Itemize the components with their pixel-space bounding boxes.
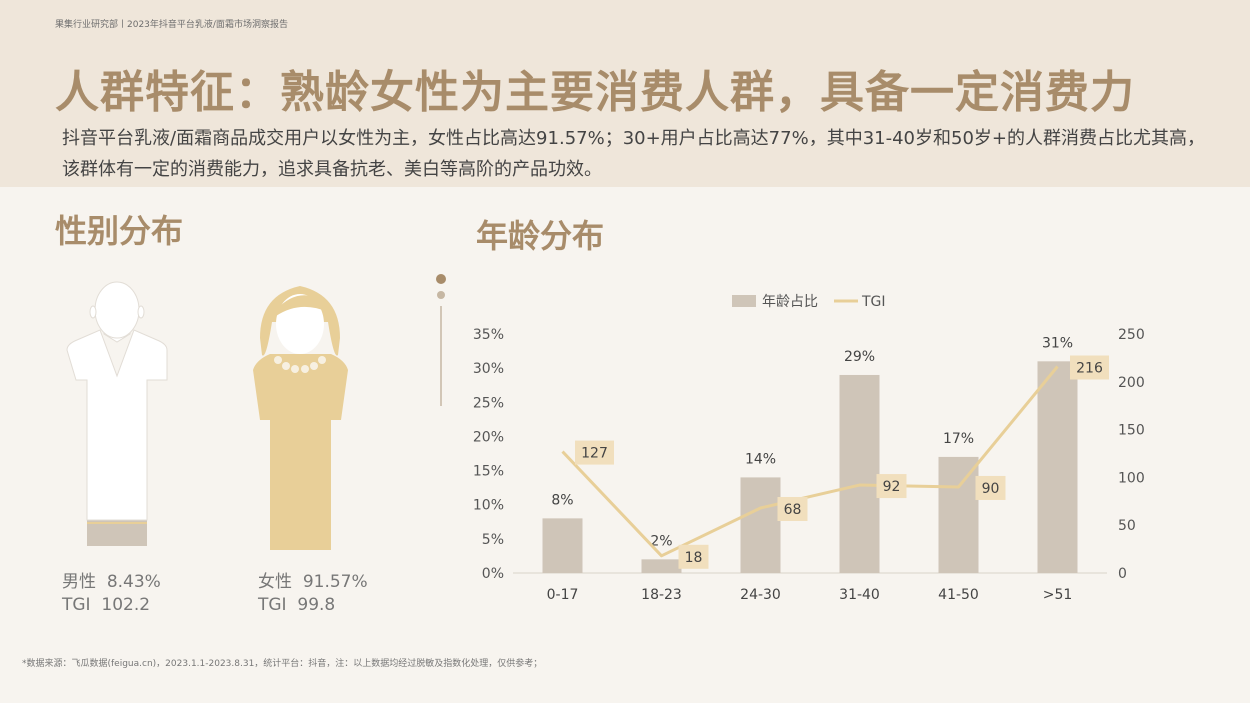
bar: [740, 477, 781, 573]
legend-line-label: TGI: [861, 294, 886, 310]
y-left-tick-label: 20%: [473, 429, 504, 445]
breadcrumb: 果集行业研究部丨2023年抖音平台乳液/面霜市场洞察报告: [55, 20, 288, 30]
female-label: 女性: [258, 572, 292, 592]
bar-value-label: 29%: [844, 349, 875, 365]
bar-value-label: 8%: [551, 492, 573, 508]
y-right-tick-label: 100: [1118, 470, 1145, 486]
bar: [839, 374, 880, 573]
y-left-tick-label: 5%: [482, 532, 504, 548]
tgi-label-box: [777, 496, 808, 521]
bar: [641, 559, 682, 573]
footnote: *数据来源：飞瓜数据(feigua.cn)，2023.1.1-2023.8.31…: [22, 659, 543, 669]
tgi-value-label: 90: [982, 481, 1000, 497]
male-figure-icon: [66, 281, 168, 546]
page-description: 抖音平台乳液/面霜商品成交用户以女性为主，女性占比高达91.57%；30+用户占…: [62, 128, 1205, 180]
y-left-tick-label: 30%: [473, 361, 504, 377]
y-right-tick-label: 250: [1118, 327, 1145, 343]
female-stat: 女性 91.57% TGI 99.8: [258, 571, 368, 617]
tgi-label-box: [1070, 355, 1109, 380]
tgi-label-box: [678, 544, 709, 569]
y-right-tick-label: 150: [1118, 423, 1145, 439]
tgi-label-box: [575, 440, 614, 465]
age-chart: 年龄占比 TGI 0% 5% 10% 15% 20% 25% 30% 35% 0 50 100 150 20…: [473, 294, 1145, 603]
tgi-value-label: 68: [784, 502, 802, 518]
legend-bar-label: 年龄占比: [762, 294, 818, 310]
y-left-tick-label: 25%: [473, 395, 504, 411]
bar-value-label: 14%: [745, 451, 776, 467]
female-figure-icon: [253, 286, 348, 550]
age-section-title: 年龄分布: [476, 217, 605, 255]
y-right-tick-label: 200: [1118, 375, 1145, 391]
x-tick-label: 0-17: [547, 587, 579, 603]
tgi-line: [561, 365, 1059, 558]
y-left-tick-label: 10%: [473, 498, 504, 514]
female-pct: 91.57%: [302, 572, 368, 592]
bar: [542, 518, 583, 573]
female-tgi: 99.8: [297, 595, 336, 615]
tgi-value-label: 18: [685, 550, 703, 566]
male-pct: 8.43%: [106, 572, 161, 592]
divider-decoration: [436, 274, 446, 406]
y-left-tick-label: 15%: [473, 464, 504, 480]
y-left-tick-label: 35%: [473, 327, 504, 343]
header-band: [0, 0, 1250, 187]
page-title: 人群特征：熟龄女性为主要消费人群，具备一定消费力: [55, 67, 1135, 118]
gender-section-title: 性别分布: [55, 212, 184, 250]
bar: [938, 456, 979, 573]
x-tick-label: 31-40: [839, 587, 880, 603]
y-right-tick-label: 50: [1118, 518, 1136, 534]
legend-bar-swatch: [732, 295, 756, 307]
bar: [1037, 361, 1078, 573]
male-tgi: 102.2: [101, 595, 151, 615]
bar-value-label: 2%: [650, 533, 672, 549]
y-left-tick-label: 0%: [482, 566, 504, 582]
tgi-value-label: 127: [581, 446, 608, 462]
x-tick-label: 24-30: [740, 587, 781, 603]
tgi-value-label: 92: [883, 479, 901, 495]
x-tick-label: 18-23: [641, 587, 682, 603]
male-tgi-label: TGI: [62, 595, 91, 615]
y-right-tick-label: 0: [1118, 566, 1127, 582]
bar-value-label: 31%: [1042, 335, 1073, 351]
bar-value-label: 17%: [943, 431, 974, 447]
male-label: 男性: [62, 572, 96, 592]
male-stat: 男性 8.43% TGI 102.2: [62, 571, 161, 617]
x-tick-label: >51: [1043, 587, 1073, 603]
x-tick-label: 41-50: [938, 587, 979, 603]
female-tgi-label: TGI: [258, 595, 287, 615]
tgi-label-box: [975, 475, 1006, 500]
tgi-label-box: [876, 474, 907, 499]
tgi-value-label: 216: [1076, 361, 1103, 377]
